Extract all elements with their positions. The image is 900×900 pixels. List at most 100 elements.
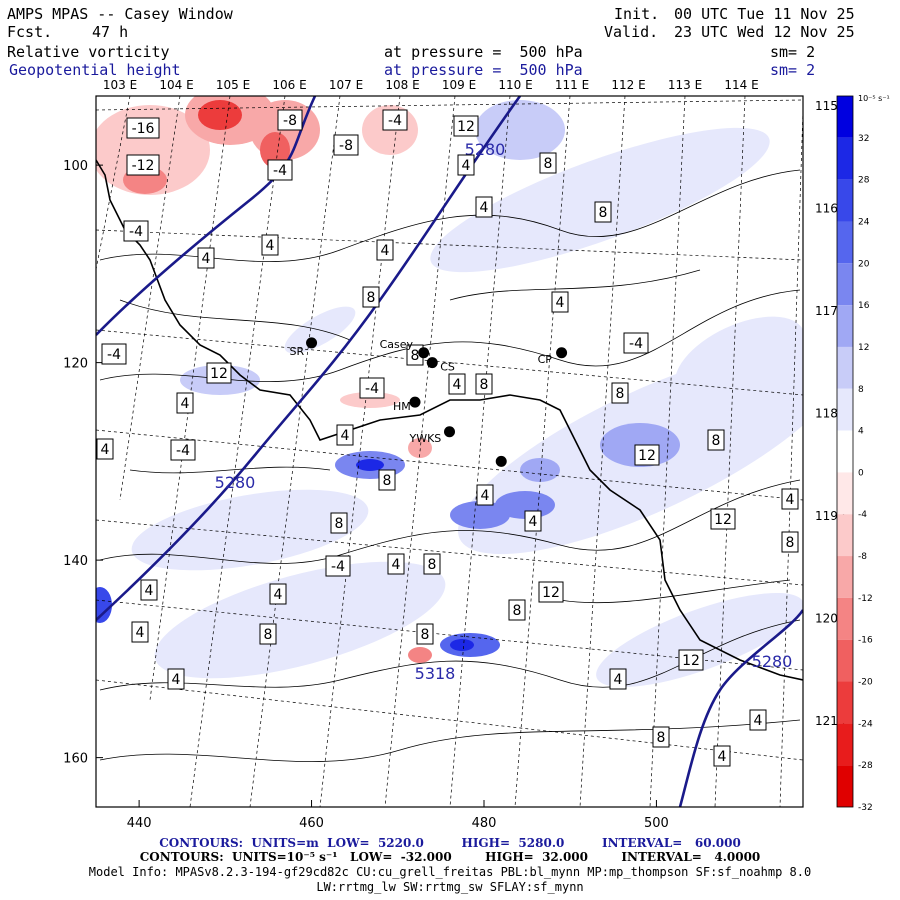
svg-text:8: 8 [411, 348, 420, 364]
vort-label: 8 [652, 726, 670, 748]
vort-label: 4 [376, 239, 394, 261]
svg-text:-4: -4 [107, 347, 121, 363]
vort-label: -16 [126, 117, 160, 139]
vort-label: 4 [457, 154, 475, 176]
svg-text:4: 4 [381, 243, 390, 259]
svg-text:4: 4 [101, 442, 110, 458]
vort-label: 12 [206, 362, 232, 384]
pressure-2: at pressure = 500 hPa [384, 61, 583, 79]
svg-text:12: 12 [638, 448, 656, 464]
svg-text:8: 8 [544, 156, 553, 172]
svg-text:8: 8 [513, 603, 522, 619]
colorbar-label: 0 [858, 468, 864, 478]
y-axis: 100 120 140 160 [63, 159, 103, 767]
svg-text:-4: -4 [331, 559, 345, 575]
vort-label: -4 [101, 343, 127, 365]
vort-label: 8 [362, 286, 380, 308]
svg-text:4: 4 [274, 587, 283, 603]
footer-height-contours: CONTOURS: UNITS=m LOW= 5220.0 HIGH= 5280… [159, 836, 741, 850]
vort-label: 4 [551, 291, 569, 313]
svg-text:4: 4 [556, 295, 565, 311]
svg-text:-16: -16 [132, 121, 155, 137]
colorbar-segment [837, 346, 853, 389]
colorbar-label: 24 [858, 217, 870, 227]
svg-text:8: 8 [264, 627, 273, 643]
vort-label: 4 [269, 583, 287, 605]
valid-label: Valid. [604, 23, 659, 41]
height-contours [96, 96, 803, 807]
latlon-grid [96, 96, 803, 807]
colorbar-segment [837, 263, 853, 306]
x-tick-label: 460 [299, 816, 324, 831]
station: YWKS [409, 426, 455, 445]
lon-label-top: 113 E [668, 78, 702, 92]
lon-label-top: 103 E [103, 78, 137, 92]
svg-text:8: 8 [480, 377, 489, 393]
lon-label-top: 107 E [329, 78, 363, 92]
vort-label: -4 [359, 377, 385, 399]
colorbar-segment [837, 221, 853, 264]
vort-label: -8 [277, 109, 303, 131]
y-tick-label: 160 [63, 752, 88, 767]
vort-label: 8 [475, 373, 493, 395]
svg-text:4: 4 [145, 583, 154, 599]
vort-label: 12 [453, 115, 479, 137]
vort-label: 12 [538, 581, 564, 603]
svg-text:4: 4 [392, 557, 401, 573]
colorbar-label: -16 [858, 636, 873, 646]
lon-label-top: 111 E [555, 78, 589, 92]
svg-text:-8: -8 [339, 138, 353, 154]
svg-text:HM: HM [393, 400, 411, 413]
lon-label-top: 104 E [159, 78, 193, 92]
vort-label: 4 [176, 392, 194, 414]
svg-text:12: 12 [714, 512, 732, 528]
vort-label: 4 [524, 510, 542, 532]
colorbar-segment [837, 723, 853, 766]
vort-label: 8 [330, 512, 348, 534]
svg-text:4: 4 [614, 672, 623, 688]
svg-text:8: 8 [421, 627, 430, 643]
svg-text:12: 12 [210, 366, 228, 382]
svg-text:4: 4 [341, 428, 350, 444]
lon-labels-top: 103 E 104 E 105 E 106 E 107 E 108 E 109 E 110 E… [103, 78, 759, 92]
vort-label: 4 [96, 438, 114, 460]
vort-label: 8 [781, 531, 799, 553]
title: AMPS MPAS -- Casey Window [7, 5, 233, 23]
colorbar-segment [837, 96, 853, 138]
vort-label: 4 [197, 247, 215, 269]
lon-label-top: 108 E [385, 78, 419, 92]
lon-label-top: 105 E [216, 78, 250, 92]
svg-text:4: 4 [181, 396, 190, 412]
height-label: 5280 [465, 140, 506, 159]
height-label: 5280 [752, 652, 793, 671]
svg-text:-8: -8 [283, 113, 297, 129]
colorbar-segment [837, 639, 853, 682]
svg-text:-4: -4 [365, 381, 379, 397]
vort-label: 4 [475, 196, 493, 218]
stations: SR Casey CS CP HM YWKS [290, 337, 568, 467]
vort-label: -4 [325, 555, 351, 577]
lon-label-top: 106 E [272, 78, 306, 92]
vort-label: 8 [594, 201, 612, 223]
init-label: Init. [614, 5, 660, 23]
vort-label: 4 [387, 553, 405, 575]
svg-text:8: 8 [786, 535, 795, 551]
station: HM [393, 396, 421, 413]
vort-label: 12 [678, 649, 704, 671]
colorbar-segment [837, 137, 853, 180]
vort-label: 8 [378, 469, 396, 491]
colorbar-label: 16 [858, 301, 870, 311]
footer-model-info: Model Info: MPASv8.2.3-194-gf29cd82c CU:… [88, 865, 812, 879]
vort-label: 4 [749, 709, 767, 731]
svg-text:-4: -4 [129, 224, 143, 240]
vort-label: -4 [382, 109, 408, 131]
svg-text:4: 4 [481, 488, 490, 504]
pressure-1: at pressure = 500 hPa [384, 43, 583, 61]
colorbar-label: -4 [858, 510, 867, 520]
sm-1: sm= 2 [770, 43, 816, 61]
vort-label: 4 [713, 745, 731, 767]
svg-text:8: 8 [367, 290, 376, 306]
vort-label: -8 [333, 134, 359, 156]
station: Casey [380, 338, 430, 359]
